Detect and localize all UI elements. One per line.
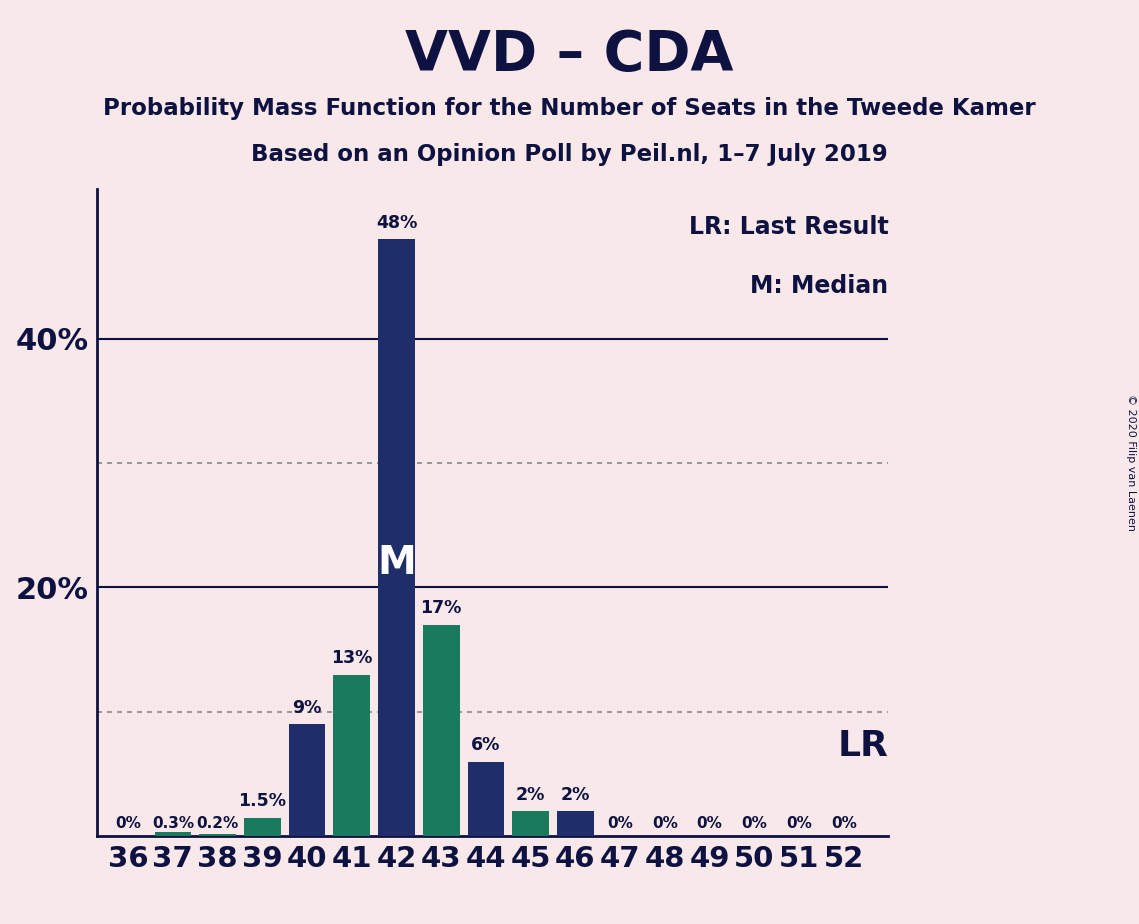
Text: Based on an Opinion Poll by Peil.nl, 1–7 July 2019: Based on an Opinion Poll by Peil.nl, 1–7… [251,143,888,166]
Text: 0%: 0% [115,816,141,832]
Text: M: Median: M: Median [751,274,888,298]
Text: LR: LR [837,729,888,762]
Bar [557,811,593,836]
Text: 0%: 0% [830,816,857,832]
Bar [155,833,191,836]
Text: LR: Last Result: LR: Last Result [689,215,888,239]
Text: 0.3%: 0.3% [151,816,194,832]
Text: 2%: 2% [516,786,546,804]
Text: 0%: 0% [607,816,633,832]
Bar [288,724,326,836]
Text: 0%: 0% [652,816,678,832]
Bar [423,625,459,836]
Text: Probability Mass Function for the Number of Seats in the Tweede Kamer: Probability Mass Function for the Number… [104,97,1035,120]
Text: 0%: 0% [741,816,768,832]
Text: 0%: 0% [786,816,812,832]
Text: 13%: 13% [331,649,372,667]
Bar [468,761,505,836]
Text: 48%: 48% [376,213,417,232]
Bar [199,833,236,836]
Text: VVD – CDA: VVD – CDA [405,28,734,81]
Text: 1.5%: 1.5% [238,792,286,810]
Text: 2%: 2% [560,786,590,804]
Text: © 2020 Filip van Laenen: © 2020 Filip van Laenen [1126,394,1136,530]
Bar [513,811,549,836]
Text: 0%: 0% [697,816,722,832]
Text: 6%: 6% [472,736,501,754]
Text: 9%: 9% [293,699,321,717]
Text: 17%: 17% [420,600,462,617]
Text: 0.2%: 0.2% [196,816,239,832]
Text: M: M [377,543,416,581]
Bar [244,818,280,836]
Bar [378,239,415,836]
Bar [334,675,370,836]
